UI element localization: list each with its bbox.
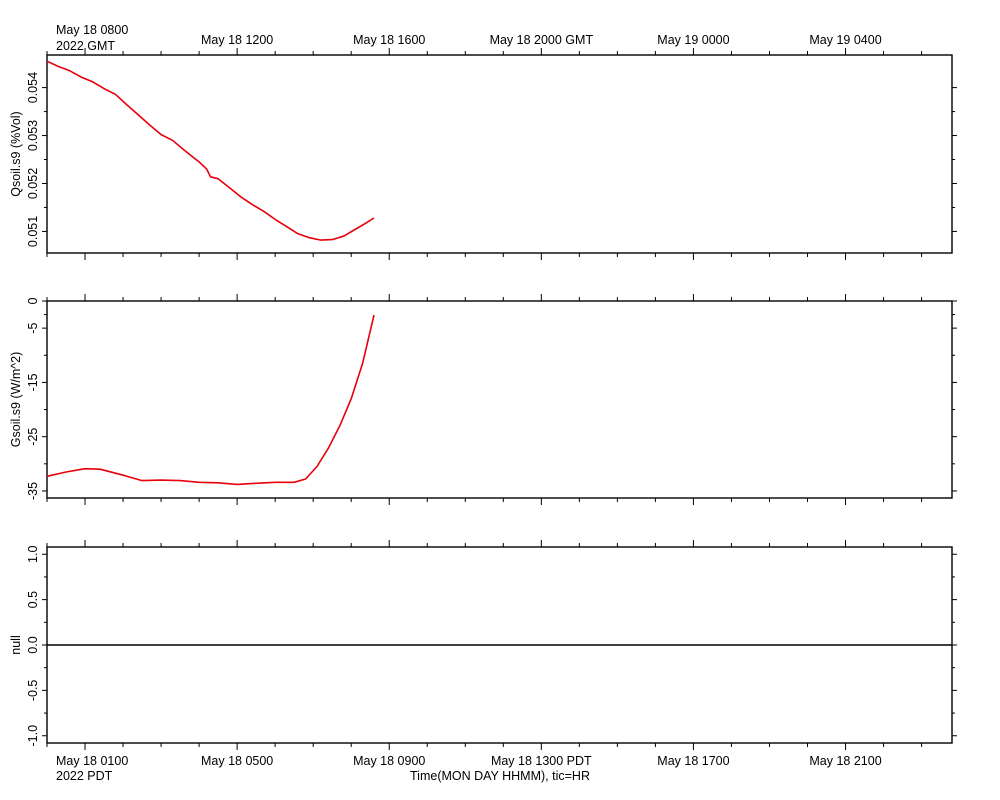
null-y-axis-label: null <box>9 635 23 654</box>
null-y-tick-label: 0.5 <box>26 591 40 608</box>
null-y-tick-label: -0.5 <box>26 680 40 702</box>
gsoil-y-tick-label: -5 <box>26 323 40 334</box>
qsoil-y-tick-label: 0.054 <box>26 72 40 103</box>
qsoil-panel-frame <box>46 54 953 254</box>
null-y-tick-label: -1.0 <box>26 725 40 747</box>
bottom-left-year-label: 2022 PDT <box>56 769 113 783</box>
gsoil-series-line <box>46 314 375 486</box>
bottom-left-time-label: May 18 0100 <box>56 754 128 768</box>
top-x-tick-label: May 18 1600 <box>353 33 425 47</box>
qsoil-y-axis-label: Qsoil.s9 (%Vol) <box>9 111 23 196</box>
qsoil-series-line <box>46 60 375 241</box>
top-x-tick-label: May 19 0000 <box>657 33 729 47</box>
bottom-x-tick-label: May 18 0900 <box>353 754 425 768</box>
top-left-year-label: 2022 GMT <box>56 39 115 53</box>
gsoil-y-tick-label: -35 <box>26 482 40 500</box>
gsoil-panel-frame <box>46 300 953 499</box>
gsoil-y-tick-label: -15 <box>26 373 40 391</box>
x-axis-label: Time(MON DAY HHMM), tic=HR <box>410 769 590 783</box>
bottom-x-tick-label: May 18 1700 <box>657 754 729 768</box>
qsoil-y-tick-label: 0.053 <box>26 120 40 151</box>
gsoil-y-tick-label: -25 <box>26 428 40 446</box>
bottom-x-tick-label: May 18 1300 PDT <box>491 754 592 768</box>
gsoil-y-axis-label: Gsoil.s9 (W/m^2) <box>9 352 23 447</box>
top-x-tick-label: May 18 1200 <box>201 33 273 47</box>
qsoil-y-tick-label: 0.051 <box>26 216 40 247</box>
null-y-tick-label: 1.0 <box>26 546 40 563</box>
null-y-tick-label: 0.0 <box>26 636 40 653</box>
gsoil-y-tick-label: 0 <box>26 297 40 304</box>
top-x-tick-label: May 19 0400 <box>809 33 881 47</box>
top-left-time-label: May 18 0800 <box>56 23 128 37</box>
bottom-x-tick-label: May 18 0500 <box>201 754 273 768</box>
bottom-x-tick-label: May 18 2100 <box>809 754 881 768</box>
top-x-tick-label: May 18 2000 GMT <box>490 33 594 47</box>
qsoil-y-tick-label: 0.052 <box>26 168 40 199</box>
